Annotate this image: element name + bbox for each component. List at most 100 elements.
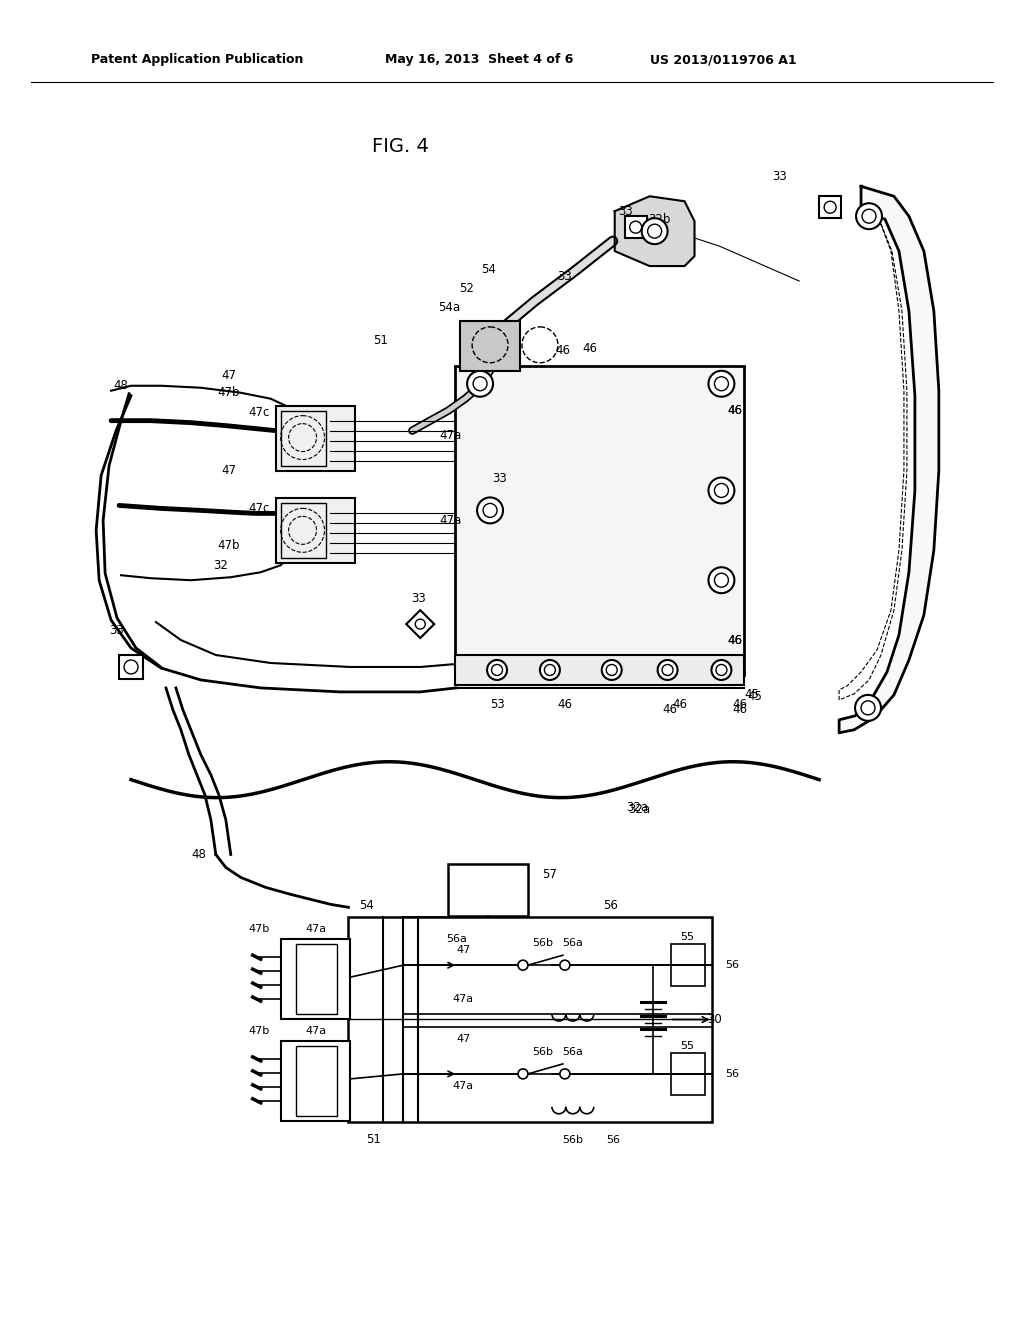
Text: 33: 33	[618, 205, 633, 218]
Text: ECU: ECU	[476, 894, 501, 903]
Circle shape	[487, 660, 507, 680]
Bar	[281, 411, 326, 466]
Text: 47a: 47a	[439, 429, 461, 442]
Text: 56b: 56b	[532, 1047, 553, 1057]
Circle shape	[477, 498, 503, 523]
Text: 30: 30	[708, 1012, 722, 1026]
Text: May 16, 2013  Sheet 4 of 6: May 16, 2013 Sheet 4 of 6	[385, 53, 573, 66]
Text: 33: 33	[411, 591, 426, 605]
Text: 47a: 47a	[453, 994, 474, 1005]
Bar	[275, 405, 355, 470]
Text: 46: 46	[555, 345, 570, 358]
Text: 57: 57	[543, 869, 557, 880]
Circle shape	[642, 218, 668, 244]
Text: 52: 52	[459, 281, 473, 294]
Text: 33: 33	[493, 473, 508, 484]
Circle shape	[709, 568, 734, 593]
Circle shape	[540, 660, 560, 680]
Text: 56a: 56a	[445, 935, 467, 944]
Circle shape	[518, 960, 528, 970]
Bar	[455, 655, 744, 685]
Bar	[625, 216, 646, 238]
Text: 46: 46	[727, 634, 742, 647]
Text: 46: 46	[732, 704, 746, 717]
Text: Patent Application Publication: Patent Application Publication	[91, 53, 303, 66]
Text: 47b: 47b	[217, 387, 240, 399]
Bar	[671, 944, 706, 986]
Bar	[819, 197, 841, 218]
Text: 51: 51	[366, 1133, 381, 1146]
Text: 32: 32	[213, 558, 228, 572]
Circle shape	[518, 1069, 528, 1078]
Bar	[449, 865, 528, 916]
Text: 56: 56	[603, 899, 617, 912]
Circle shape	[712, 660, 731, 680]
Text: 54: 54	[480, 263, 496, 276]
Text: 55: 55	[681, 1041, 694, 1051]
Text: 46: 46	[727, 404, 742, 417]
Text: 54: 54	[359, 899, 374, 912]
Text: 47: 47	[456, 945, 470, 956]
Text: 46: 46	[732, 698, 746, 711]
Bar	[281, 503, 326, 558]
Bar	[119, 655, 143, 678]
Text: 45: 45	[744, 689, 759, 701]
Text: 56: 56	[725, 1069, 739, 1078]
Text: 46: 46	[672, 698, 687, 711]
Text: 47b: 47b	[217, 539, 240, 552]
Text: 47: 47	[221, 370, 237, 383]
Bar	[296, 944, 338, 1014]
Text: 46: 46	[663, 704, 677, 717]
Text: 46: 46	[583, 342, 597, 355]
Text: 56b: 56b	[562, 1135, 584, 1144]
Text: 33: 33	[557, 269, 572, 282]
Text: 47b: 47b	[248, 1026, 269, 1036]
Text: 47a: 47a	[305, 1026, 326, 1036]
Bar	[455, 366, 744, 675]
Text: 46: 46	[557, 698, 572, 711]
Text: 56: 56	[725, 960, 739, 970]
Bar	[348, 917, 713, 1122]
Text: 56: 56	[606, 1135, 620, 1144]
Text: 47a: 47a	[439, 513, 461, 527]
Text: 47c: 47c	[249, 502, 270, 515]
Text: 47a: 47a	[453, 1081, 474, 1090]
Bar	[275, 499, 355, 564]
Text: 55: 55	[681, 932, 694, 942]
Circle shape	[709, 478, 734, 503]
Polygon shape	[614, 197, 694, 267]
Text: 47: 47	[456, 1034, 470, 1044]
Text: 46: 46	[727, 404, 742, 417]
Circle shape	[855, 694, 881, 721]
Text: 47b: 47b	[248, 924, 269, 935]
Bar	[671, 1053, 706, 1094]
Text: 47: 47	[221, 465, 237, 477]
Circle shape	[856, 203, 882, 230]
Text: 33: 33	[109, 623, 124, 636]
Text: 32b: 32b	[648, 213, 671, 226]
Bar	[460, 321, 520, 371]
Circle shape	[602, 660, 622, 680]
Bar	[296, 1045, 338, 1115]
Text: 53: 53	[489, 698, 505, 711]
Text: 32a: 32a	[629, 803, 650, 816]
Polygon shape	[407, 610, 434, 638]
Circle shape	[709, 371, 734, 397]
Bar	[281, 1041, 350, 1121]
Text: US 2013/0119706 A1: US 2013/0119706 A1	[649, 53, 797, 66]
Text: 47a: 47a	[305, 924, 326, 935]
Text: 45: 45	[748, 690, 762, 704]
Text: BATTERY: BATTERY	[461, 876, 516, 887]
Text: 33: 33	[772, 170, 786, 182]
Bar	[281, 940, 350, 1019]
Text: 32a: 32a	[627, 801, 649, 814]
Text: 54a: 54a	[438, 301, 460, 314]
Circle shape	[560, 960, 569, 970]
Text: 46: 46	[727, 634, 742, 647]
Text: 56a: 56a	[562, 939, 584, 948]
Text: 51: 51	[373, 334, 388, 347]
Text: FIG. 4: FIG. 4	[372, 137, 429, 156]
Circle shape	[560, 1069, 569, 1078]
Circle shape	[467, 371, 493, 397]
Text: 56a: 56a	[562, 1047, 584, 1057]
